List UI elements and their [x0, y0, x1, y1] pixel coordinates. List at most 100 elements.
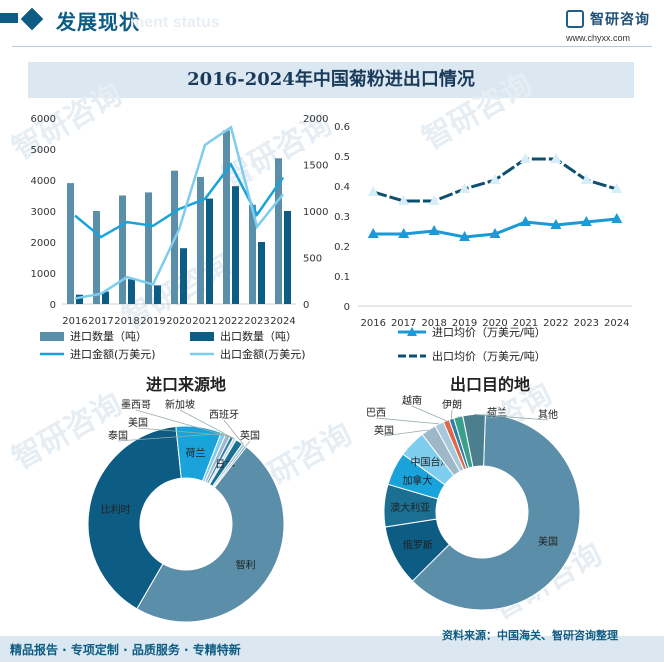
export-amount-line [74, 125, 284, 300]
import-qty-bar [249, 204, 256, 304]
chart1-left-tick-label: 1000 [31, 269, 56, 280]
export-destination-donut-slice-label: 荷兰 [487, 406, 507, 419]
export-price-marker [580, 174, 592, 184]
footer-slogan: 精品报告 · 专项定制 · 品质服务 · 专精特新 [10, 643, 241, 657]
export-destination-donut-leader-line [451, 409, 453, 419]
export-qty-bar [284, 211, 291, 304]
chart1-left-tick-label: 0 [50, 300, 56, 311]
export-qty-bar [232, 186, 239, 304]
logo-url[interactable]: www.chyxx.com [566, 33, 631, 43]
export-destination-donut-leader-line [375, 417, 440, 425]
chart1-left-tick-label: 4000 [31, 176, 56, 187]
export-destination-donut-slice-label: 加拿大 [402, 474, 432, 487]
chart2-x-tick-label: 2018 [421, 318, 446, 329]
import-source-donut-title: 进口来源地 [146, 375, 226, 394]
chart-banner-title: 2016-2024年中国菊粉进出口情况 [187, 69, 475, 90]
import-source-donut-slice-label: 美国 [128, 416, 148, 429]
export-price-marker [550, 153, 562, 163]
chart1-legend-label: 出口数量（吨） [220, 329, 297, 343]
import-source-donut-slice [136, 446, 285, 623]
chart1-right-tick-label: 2000 [303, 114, 328, 125]
export-destination-donut-slice-label: 俄罗斯 [403, 538, 433, 551]
export-destination-donut-slice-label: 英国 [374, 424, 394, 437]
export-price-marker [611, 183, 623, 193]
import-source-donut-slice-label: 英国 [240, 429, 260, 442]
chart1-right-tick-label: 500 [303, 254, 322, 265]
header-accent-bar [0, 13, 18, 23]
export-destination-donut-leader-line [474, 413, 549, 421]
ghost-subtitle: ment status [130, 14, 220, 31]
export-destination-donut-slice-label: 伊朗 [442, 399, 462, 411]
import-qty-bar [93, 211, 100, 304]
import-qty-bar [67, 183, 74, 304]
import-source-donut-slice-label: 墨西哥 [121, 399, 151, 411]
import-qty-bar [119, 195, 126, 304]
chart2-legend-swatch [407, 327, 417, 336]
import-source-donut-slice-label: 荷兰 [185, 447, 205, 460]
export-qty-bar [258, 242, 265, 304]
chart2-x-tick-label: 2019 [452, 318, 477, 329]
import-source-donut-slice-label: 泰国 [108, 429, 128, 442]
import-source-donut-leader-line [135, 409, 232, 438]
chart2-y-tick-label: 0.2 [334, 242, 350, 253]
chart2-y-tick-label: 0.6 [334, 122, 350, 133]
export-qty-bar [128, 279, 135, 304]
export-price-marker [398, 195, 410, 205]
import-price-marker [489, 228, 501, 238]
import-price-marker [428, 225, 440, 235]
chart1-x-tick-label: 2022 [218, 316, 243, 327]
export-destination-donut-slice [462, 413, 486, 468]
export-destination-donut-slice-label: 澳大利亚 [390, 501, 430, 514]
import-price-marker [550, 219, 562, 229]
export-destination-donut-title: 出口目的地 [450, 375, 530, 394]
import-source-donut-slice [87, 425, 182, 610]
import-source-donut-leader-line [245, 440, 251, 447]
chart2-x-tick-label: 2022 [543, 318, 568, 329]
chart2-y-tick-label: 0.5 [334, 152, 350, 163]
import-qty-bar [275, 158, 282, 304]
chart1-x-tick-label: 2019 [140, 316, 165, 327]
chart2-y-tick-label: 0.4 [334, 182, 350, 193]
chart2-legend-label: 进口均价（万美元/吨） [432, 326, 546, 339]
import-source-donut-slice-label: 西班牙 [209, 409, 239, 421]
footer-bar [0, 636, 664, 662]
banner-background [28, 62, 634, 98]
import-source-donut-leader-line [223, 419, 244, 445]
import-price-marker [580, 216, 592, 226]
chart1-right-tick-label: 1000 [303, 207, 328, 218]
export-destination-donut-leader-line [411, 405, 447, 422]
footer-source: 资料来源：中国海关、智研咨询整理 [442, 629, 618, 642]
export-qty-bar [76, 294, 83, 304]
export-destination-donut-slice-label: 中国台湾 [410, 456, 450, 469]
chart2-x-tick-label: 2016 [360, 318, 385, 329]
chart1-x-tick-label: 2020 [166, 316, 191, 327]
import-source-donut-slice-label: 比利时 [101, 504, 131, 516]
chart2-x-tick-label: 2020 [482, 318, 507, 329]
chart1-legend-swatch [40, 332, 64, 341]
chart1-legend-swatch [190, 332, 214, 341]
import-source-donut-leader-line [179, 409, 236, 440]
watermark-text: 智研咨询 [417, 67, 538, 157]
export-qty-bar [102, 291, 109, 304]
chart2-y-tick-label: 0.3 [334, 212, 350, 223]
export-destination-donut-slice-label: 美国 [538, 535, 558, 548]
import-source-donut-slice-label: 新加坡 [165, 398, 195, 411]
export-qty-bar [154, 285, 161, 304]
chart1-x-tick-label: 2023 [244, 316, 269, 327]
export-price-marker [519, 153, 531, 163]
chart2-x-tick-label: 2023 [574, 318, 599, 329]
chart1-left-tick-label: 2000 [31, 238, 56, 249]
export-price-marker [489, 174, 501, 184]
chart2-y-tick-label: 0 [344, 302, 350, 313]
export-destination-donut-slice-label: 越南 [402, 394, 422, 407]
chart1-x-tick-label: 2024 [270, 316, 295, 327]
export-destination-donut-slice-label: 巴西 [366, 407, 386, 419]
chart1-x-tick-label: 2021 [192, 316, 217, 327]
chart1-left-tick-label: 6000 [31, 114, 56, 125]
export-price-marker [367, 186, 379, 196]
chart1-x-tick-label: 2016 [62, 316, 87, 327]
header-divider [12, 46, 652, 47]
chart1-left-tick-label: 5000 [31, 145, 56, 156]
import-price-marker [459, 231, 471, 241]
